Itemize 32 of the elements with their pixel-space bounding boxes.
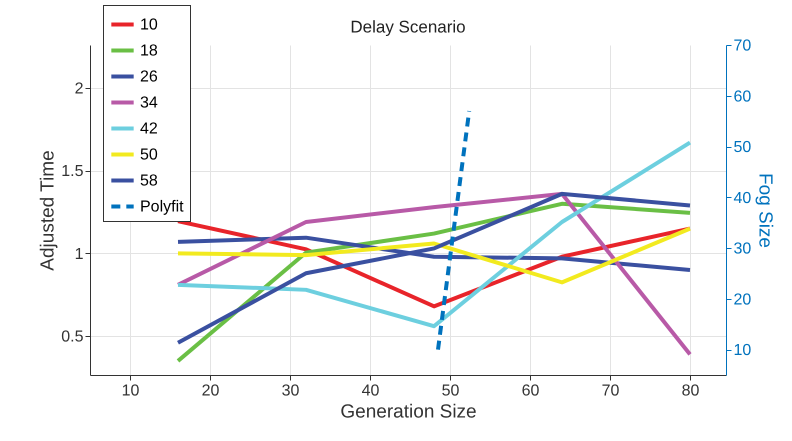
- y2-tick-label: 40: [734, 190, 752, 207]
- x-tick-label: 10: [122, 382, 140, 400]
- y2-tick-label: 30: [734, 240, 752, 258]
- y2-tick-label: 50: [734, 139, 752, 156]
- x-tick-label: 40: [362, 382, 380, 400]
- y-tick-label: 0.5: [61, 328, 84, 346]
- legend-label: 34: [140, 94, 158, 112]
- legend-label: 50: [140, 146, 158, 164]
- legend-label: 26: [140, 68, 158, 86]
- legend-label: 58: [140, 172, 158, 190]
- legend-label: 10: [140, 16, 158, 34]
- x-tick-label: 60: [522, 382, 540, 400]
- y2-axis-title: Fog Size: [754, 173, 776, 248]
- y-tick-label: 1: [74, 246, 84, 263]
- legend-label: 18: [140, 42, 158, 60]
- line-series: [176, 226, 692, 284]
- legend-label: Polyfit: [140, 198, 184, 216]
- x-tick-label: 50: [442, 382, 460, 400]
- y2-tick-label: 20: [734, 291, 752, 308]
- x-tick-label: 20: [202, 382, 220, 400]
- x-axis-title: Generation Size: [340, 402, 477, 422]
- y2-tick-label: 60: [734, 88, 752, 106]
- chart-title: Delay Scenario: [350, 18, 466, 36]
- x-tick-label: 80: [682, 382, 700, 400]
- y-tick-label: 2: [74, 80, 84, 98]
- y-axis-title: Adjusted Time: [37, 150, 58, 271]
- y2-tick-label: 10: [734, 342, 752, 360]
- y-tick-label: 1.5: [61, 163, 84, 180]
- y2-tick-label: 70: [734, 38, 752, 54]
- legend-label: 42: [140, 120, 158, 138]
- x-tick-label: 30: [282, 382, 300, 400]
- x-tick-label: 70: [602, 382, 620, 400]
